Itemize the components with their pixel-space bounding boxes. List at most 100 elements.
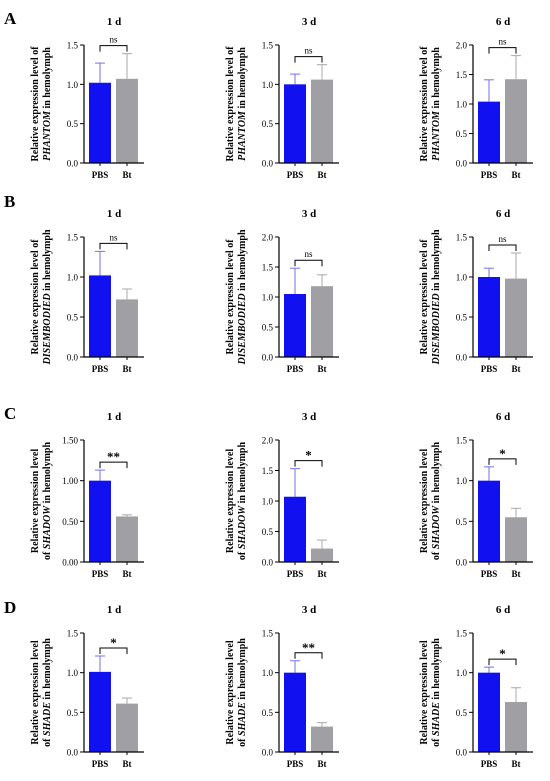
- x-tick-label: PBS: [287, 759, 304, 769]
- chart-title: 3 d: [302, 604, 316, 616]
- chart-panel-2: 3 d 0.0 0.5 1.0 1.5 PBS Bt ns Relative expressio…: [225, 16, 339, 180]
- x-tick-label: PBS: [92, 364, 109, 374]
- significance-label: ns: [109, 232, 118, 242]
- y-axis-label-prefix: of: [42, 736, 53, 747]
- y-tick-label: 1.5: [262, 41, 274, 51]
- x-tick-label: Bt: [512, 364, 521, 374]
- y-axis-label-line2: DISEMBODIED in hemolymph: [42, 229, 53, 365]
- bar-pbs: [89, 275, 111, 357]
- x-tick-label: Bt: [123, 759, 132, 769]
- y-axis-label-suffix: in hemolymph: [42, 47, 53, 111]
- significance-label: *: [499, 646, 506, 661]
- y-axis-label-line2: of SHADOW in hemolymph: [42, 442, 53, 561]
- y-tick-label: 1.5: [67, 629, 79, 639]
- y-tick-label: 1.0: [262, 668, 274, 678]
- significance-bracket: [488, 458, 517, 465]
- chart-panel-12: 6 d 0.0 0.5 1.0 1.5 PBS Bt * Relative expression…: [419, 604, 533, 769]
- y-tick-label: 1.5: [456, 629, 468, 639]
- y-axis-label-suffix: in hemolymph: [431, 229, 442, 293]
- y-tick-label: 0.5: [67, 313, 79, 323]
- chart-panel-7: 1 d 0.00 0.50 1.00 1.50 PBS Bt ** Relative expre…: [30, 411, 144, 579]
- y-axis-label-prefix: of: [42, 549, 53, 560]
- x-tick-label: PBS: [287, 569, 304, 579]
- significance-bracket: [488, 47, 517, 54]
- bar-pbs: [284, 294, 306, 357]
- y-tick-label: 1.0: [456, 668, 468, 678]
- chart-title: 6 d: [496, 16, 510, 28]
- x-tick-label: PBS: [287, 170, 304, 180]
- bar-bt: [116, 299, 138, 357]
- y-axis-label-line1: Relative expression level of: [419, 46, 430, 162]
- y-tick-label: 0.0: [67, 748, 79, 758]
- y-tick-label: 2.0: [262, 436, 274, 446]
- y-tick-label: 1.50: [62, 436, 78, 446]
- x-tick-label: Bt: [318, 170, 327, 180]
- x-tick-label: Bt: [512, 759, 521, 769]
- gene-name: PHANTOM: [237, 110, 248, 161]
- gene-name: SHADOW: [431, 505, 442, 549]
- bar-pbs: [478, 480, 500, 562]
- chart-title: 1 d: [107, 16, 121, 28]
- y-tick-label: 1.0: [456, 100, 468, 110]
- bar-pbs: [478, 277, 500, 357]
- y-axis-label-suffix: in hemolymph: [431, 47, 442, 111]
- y-tick-label: 1.00: [62, 476, 78, 486]
- y-tick-label: 1.0: [67, 273, 79, 283]
- y-tick-label: 0.5: [456, 708, 468, 718]
- gene-name: SHADOW: [237, 505, 248, 549]
- panel-letter-b: B: [4, 192, 15, 211]
- y-tick-label: 1.5: [456, 233, 468, 243]
- y-tick-label: 1.5: [262, 466, 274, 476]
- y-axis-label-line1: Relative expression level of: [30, 239, 41, 355]
- significance-label: ns: [109, 35, 118, 45]
- significance-bracket: [294, 56, 323, 63]
- bar-bt: [116, 703, 138, 752]
- y-tick-label: 1.5: [67, 233, 79, 243]
- y-axis-label-line1: Relative expression level: [30, 640, 41, 744]
- y-axis-label-line2: PHANTOM in hemolymph: [237, 47, 248, 161]
- charts-group: 1 d 0.0 0.5 1.0 1.5 PBS Bt ns Relative expressio…: [30, 16, 533, 769]
- y-tick-label: 1.0: [456, 476, 468, 486]
- y-axis-label-suffix: in hemolymph: [42, 638, 53, 702]
- significance-bracket: [488, 244, 517, 251]
- y-tick-label: 1.5: [456, 436, 468, 446]
- y-axis-label-suffix: in hemolymph: [431, 638, 442, 702]
- gene-name: SHADE: [42, 702, 53, 736]
- y-axis-label-line2: of SHADOW in hemolymph: [237, 442, 248, 561]
- y-axis-label-line1: Relative expression level of: [30, 46, 41, 162]
- gene-name: DISEMBODIED: [42, 293, 53, 365]
- x-tick-label: Bt: [318, 364, 327, 374]
- y-axis-label-line2: of SHADE in hemolymph: [237, 638, 248, 747]
- y-axis-label-line2: of SHADE in hemolymph: [431, 638, 442, 747]
- y-tick-label: 0.0: [67, 159, 79, 169]
- chart-panel-8: 3 d 0.0 0.5 1.0 1.5 2.0 PBS Bt * Relative express…: [225, 411, 339, 579]
- significance-label: **: [107, 449, 120, 464]
- significance-label: *: [499, 446, 506, 461]
- y-tick-label: 0.0: [456, 558, 468, 568]
- x-tick-label: Bt: [123, 170, 132, 180]
- bar-pbs: [478, 101, 500, 163]
- y-axis-label-line2: of SHADE in hemolymph: [42, 638, 53, 747]
- chart-title: 6 d: [496, 604, 510, 616]
- y-tick-label: 0.00: [62, 558, 78, 568]
- y-tick-label: 2.0: [456, 41, 468, 51]
- bar-bt: [116, 516, 138, 562]
- bar-bt: [116, 78, 138, 163]
- y-tick-label: 0.5: [262, 119, 274, 129]
- bar-pbs: [89, 82, 111, 163]
- y-tick-label: 0.50: [62, 517, 78, 527]
- y-axis-label-suffix: in hemolymph: [237, 638, 248, 702]
- y-axis-label-suffix: in hemolymph: [431, 442, 442, 506]
- gene-name: DISEMBODIED: [237, 293, 248, 365]
- y-axis-label-suffix: in hemolymph: [237, 229, 248, 293]
- bar-bt: [505, 517, 527, 562]
- y-tick-label: 0.0: [456, 748, 468, 758]
- x-tick-label: PBS: [92, 170, 109, 180]
- y-axis-label-line2: PHANTOM in hemolymph: [42, 47, 53, 161]
- gene-name: SHADE: [431, 702, 442, 736]
- gene-name: PHANTOM: [431, 110, 442, 161]
- y-axis-label-line2: DISEMBODIED in hemolymph: [237, 229, 248, 365]
- chart-panel-4: 1 d 0.0 0.5 1.0 1.5 PBS Bt ns Relative expressio…: [30, 208, 144, 374]
- y-tick-label: 0.5: [456, 313, 468, 323]
